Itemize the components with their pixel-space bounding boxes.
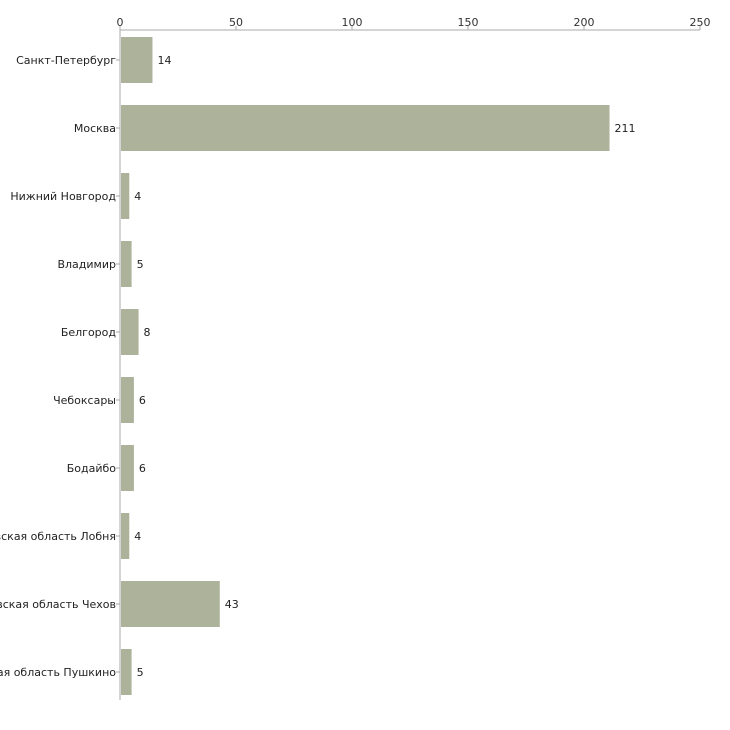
- value-label: 211: [615, 122, 636, 135]
- x-tick-label: 0: [117, 16, 124, 29]
- bar: [121, 513, 130, 559]
- bar: [121, 105, 610, 151]
- category-label: Московская область Пушкино: [0, 666, 116, 679]
- category-label: Белгород: [61, 326, 117, 339]
- category-label: Московская область Лобня: [0, 530, 116, 543]
- value-label: 5: [137, 666, 144, 679]
- bar: [121, 241, 132, 287]
- value-label: 43: [225, 598, 239, 611]
- bar: [121, 377, 134, 423]
- value-label: 4: [134, 190, 141, 203]
- category-label: Владимир: [57, 258, 116, 271]
- category-labels: Санкт-Петербург Москва Нижний Новгород Влад…: [0, 54, 116, 679]
- category-label: Московская область Чехов: [0, 598, 116, 611]
- bars: [121, 37, 610, 695]
- value-label: 6: [139, 462, 146, 475]
- category-label: Бодайбо: [67, 462, 117, 475]
- x-tick-label: 50: [229, 16, 243, 29]
- value-label: 6: [139, 394, 146, 407]
- x-tick-label: 200: [574, 16, 595, 29]
- bar: [121, 173, 130, 219]
- value-label: 5: [137, 258, 144, 271]
- category-label: Нижний Новгород: [10, 190, 116, 203]
- value-label: 4: [134, 530, 141, 543]
- x-tick-label: 250: [690, 16, 711, 29]
- bar: [121, 309, 139, 355]
- bar: [121, 445, 134, 491]
- bar: [121, 581, 220, 627]
- value-label: 8: [144, 326, 151, 339]
- x-axis: 0 50 100 150 200 250: [117, 16, 711, 31]
- value-label: 14: [157, 54, 171, 67]
- category-label: Санкт-Петербург: [16, 54, 116, 67]
- x-tick-label: 100: [342, 16, 363, 29]
- bar: [121, 37, 153, 83]
- value-labels: 14 211 4 5 8 6 6 4 43 5: [134, 54, 635, 679]
- category-label: Чебоксары: [53, 394, 116, 407]
- category-label: Москва: [74, 122, 116, 135]
- bar: [121, 649, 132, 695]
- x-tick-label: 150: [458, 16, 479, 29]
- y-axis: [116, 30, 121, 700]
